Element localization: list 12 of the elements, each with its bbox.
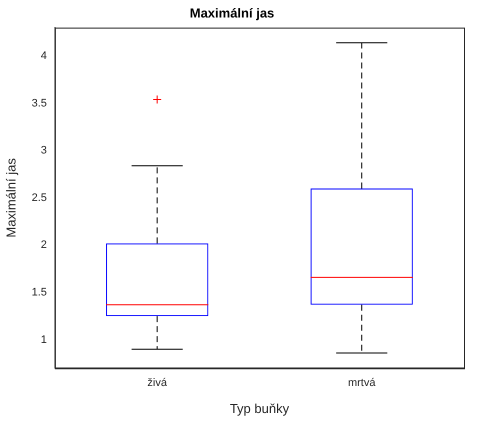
x-tick-label: mrtvá <box>348 376 376 389</box>
x-tick-label: živá <box>147 376 168 389</box>
x-axis-title: Typ buňky <box>230 400 290 416</box>
y-tick-label: 1 <box>40 334 47 346</box>
y-tick-label: 3.5 <box>32 97 47 110</box>
y-axis-title: Maximální jas <box>3 158 18 238</box>
chart-title: Maximální jas <box>190 5 274 20</box>
y-tick-label: 4 <box>40 50 47 62</box>
y-tick-label: 2 <box>40 239 47 252</box>
y-tick-label: 2.5 <box>32 192 47 204</box>
y-tick-label: 1.5 <box>32 286 47 299</box>
y-tick-label: 3 <box>40 144 47 157</box>
